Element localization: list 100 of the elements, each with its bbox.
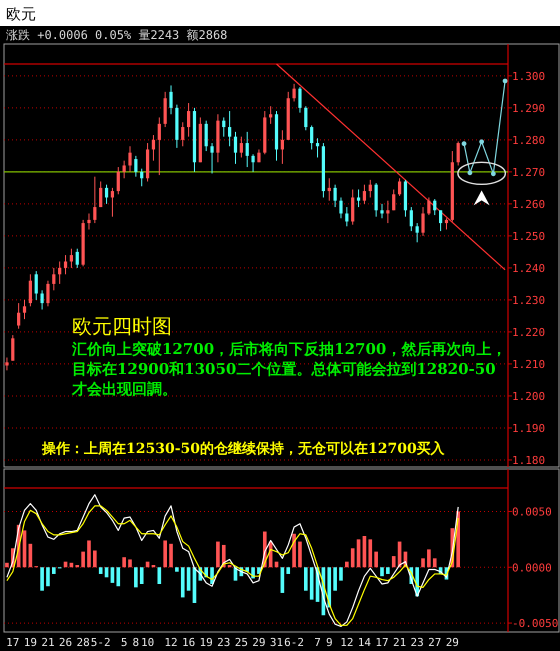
- y-tick-label: 1.220: [512, 326, 546, 339]
- candlestick: [158, 116, 161, 176]
- x-tick-label: 23: [217, 636, 230, 649]
- candlestick: [334, 184, 337, 208]
- bar: [345, 562, 349, 568]
- candlestick: [398, 178, 402, 196]
- bar: [146, 562, 150, 568]
- candlestick: [416, 222, 419, 243]
- bar: [286, 567, 290, 574]
- y-tick-label: 1.180: [512, 454, 546, 467]
- candlestick: [410, 206, 413, 232]
- y-tick-label: 1.290: [512, 102, 546, 115]
- candlestick: [134, 155, 138, 178]
- bar: [392, 556, 396, 568]
- x-tick-label: 12: [164, 636, 178, 649]
- candlestick: [122, 160, 126, 179]
- candlestick: [222, 116, 226, 138]
- candlestick: [292, 83, 296, 102]
- point: [462, 141, 466, 146]
- bar: [52, 567, 56, 574]
- bar: [350, 548, 355, 568]
- candlestick: [76, 248, 79, 268]
- y-tick-label: 1.260: [512, 198, 546, 211]
- candlestick: [40, 290, 44, 310]
- bar: [22, 530, 26, 568]
- bar: [116, 567, 120, 586]
- candlestick: [427, 196, 430, 216]
- candlestick: [46, 280, 50, 307]
- y-tick-label: 1.240: [512, 262, 546, 275]
- bar: [5, 562, 9, 568]
- bar: [134, 567, 138, 588]
- bar: [40, 567, 44, 591]
- y-tick-label: 1.250: [512, 230, 546, 243]
- candlestick: [228, 110, 232, 147]
- y-tick-label: 1.300: [512, 70, 546, 83]
- candlestick: [421, 206, 425, 236]
- bar: [70, 562, 74, 568]
- bar: [356, 539, 360, 568]
- candlestick: [368, 179, 372, 198]
- x-tick-label: 28: [76, 636, 90, 649]
- x-tick-label: 5-2: [90, 636, 111, 649]
- candlestick: [433, 198, 436, 216]
- candlestick: [257, 148, 261, 163]
- chart-subtitle: 涨跌 +0.0006 0.05% 量2243 额2868: [6, 28, 228, 42]
- candlestick: [362, 184, 366, 204]
- y-tick-label: 0.0050: [512, 505, 552, 518]
- candlestick: [140, 168, 144, 187]
- y-tick-label: -0.0050: [512, 617, 558, 630]
- candlestick: [240, 136, 243, 158]
- bar: [339, 567, 343, 581]
- chart-title: 欧元: [6, 5, 36, 23]
- bar: [163, 540, 167, 568]
- bar: [46, 567, 50, 586]
- candlestick: [304, 106, 308, 131]
- candlestick: [116, 166, 120, 195]
- x-tick-label: 8: [132, 636, 140, 649]
- candlestick: [280, 130, 284, 164]
- x-tick-label: 25: [234, 636, 248, 649]
- candlestick: [345, 206, 348, 227]
- x-tick-label: 17: [375, 636, 389, 649]
- candlestick: [169, 84, 173, 115]
- candlestick: [316, 138, 320, 158]
- bar: [157, 567, 162, 584]
- annotation: 欧元四时图: [72, 314, 172, 338]
- bar: [216, 542, 220, 568]
- candlestick: [438, 210, 442, 232]
- bar: [110, 567, 114, 583]
- candlestick: [392, 188, 396, 211]
- bar: [180, 567, 185, 598]
- candlestick: [298, 86, 302, 114]
- x-tick-label: 21: [392, 636, 406, 649]
- candlestick: [204, 120, 208, 152]
- candlestick: [52, 267, 56, 291]
- bar: [128, 559, 132, 568]
- candlestick: [386, 200, 390, 224]
- bar: [122, 557, 126, 568]
- bar: [298, 542, 302, 568]
- x-tick-label: 10: [140, 636, 154, 649]
- x-tick-label: 16: [182, 636, 196, 649]
- bar: [398, 542, 402, 568]
- candlestick: [269, 106, 272, 124]
- y-tick-label: 1.190: [512, 422, 546, 435]
- bar: [274, 562, 278, 568]
- candlestick: [186, 102, 190, 138]
- bar: [140, 567, 144, 584]
- candlestick: [28, 274, 32, 307]
- candlestick: [70, 248, 74, 268]
- bar: [81, 552, 85, 568]
- candlestick: [251, 154, 255, 172]
- x-tick-label: 27: [428, 636, 442, 649]
- candlestick: [234, 131, 238, 164]
- candlestick: [456, 140, 460, 166]
- x-tick-label: 19: [24, 636, 37, 649]
- candlestick: [104, 184, 108, 204]
- point: [468, 170, 472, 176]
- y-tick-label: 1.200: [512, 390, 546, 403]
- annotation: 操作：上周在12530-50的仓继续保持，无仓可以在12700买入: [41, 441, 446, 457]
- candlestick: [181, 122, 184, 147]
- bar: [28, 544, 32, 568]
- bar: [304, 567, 308, 591]
